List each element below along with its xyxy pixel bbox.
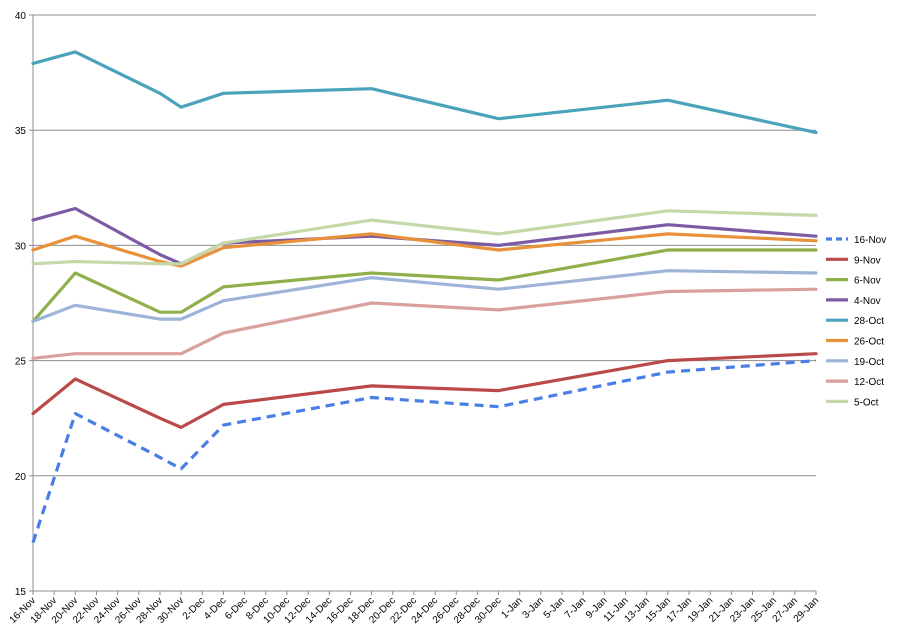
legend-label: 12-Oct [854,377,884,388]
y-tick-label: 25 [15,357,27,368]
y-tick-label: 35 [15,126,27,137]
legend-label: 16-Nov [854,235,886,246]
axes [32,15,816,592]
x-tick-label: 7-Jan [563,595,588,620]
series-line-6-Nov [31,248,818,323]
x-tick-label: 4-Dec [202,595,229,622]
series-lines [31,50,818,544]
x-tick-label: 1-Jan [499,595,524,620]
legend-label: 9-Nov [854,255,881,266]
y-tick-label: 40 [15,11,27,22]
legend-label: 6-Nov [854,276,881,287]
legend-label: 28-Oct [854,316,884,327]
series-line-19-Oct [31,269,818,323]
series-line-26-Oct [31,232,818,268]
y-tick-label: 20 [15,472,27,483]
legend-label: 4-Nov [854,296,881,307]
x-tick-label: 6-Dec [223,595,250,622]
legend-label: 26-Oct [854,337,884,348]
x-tick-label: 5-Jan [542,595,567,620]
x-axis-ticks: 16-Nov18-Nov20-Nov22-Nov24-Nov26-Nov28-N… [8,591,821,626]
y-tick-label: 30 [15,241,27,252]
series-line-16-Nov [31,359,817,544]
series-line-28-Oct [31,50,818,135]
legend-label: 19-Oct [854,357,884,368]
series-line-12-Oct [31,287,818,360]
x-tick-label: 3-Jan [521,595,546,620]
legend-label: 5-Oct [854,397,879,408]
y-tick-label: 15 [15,587,27,598]
x-tick-label: 2-Dec [181,595,208,622]
series-line-9-Nov [31,352,818,429]
legend: 16-Nov 9-Nov 6-Nov 4-Nov 28-Oct 26-Oct 19-Oct 1… [826,235,886,408]
series-line-5-Oct [31,209,818,266]
y-axis-ticks: 15 20 25 30 35 40 [15,11,33,598]
